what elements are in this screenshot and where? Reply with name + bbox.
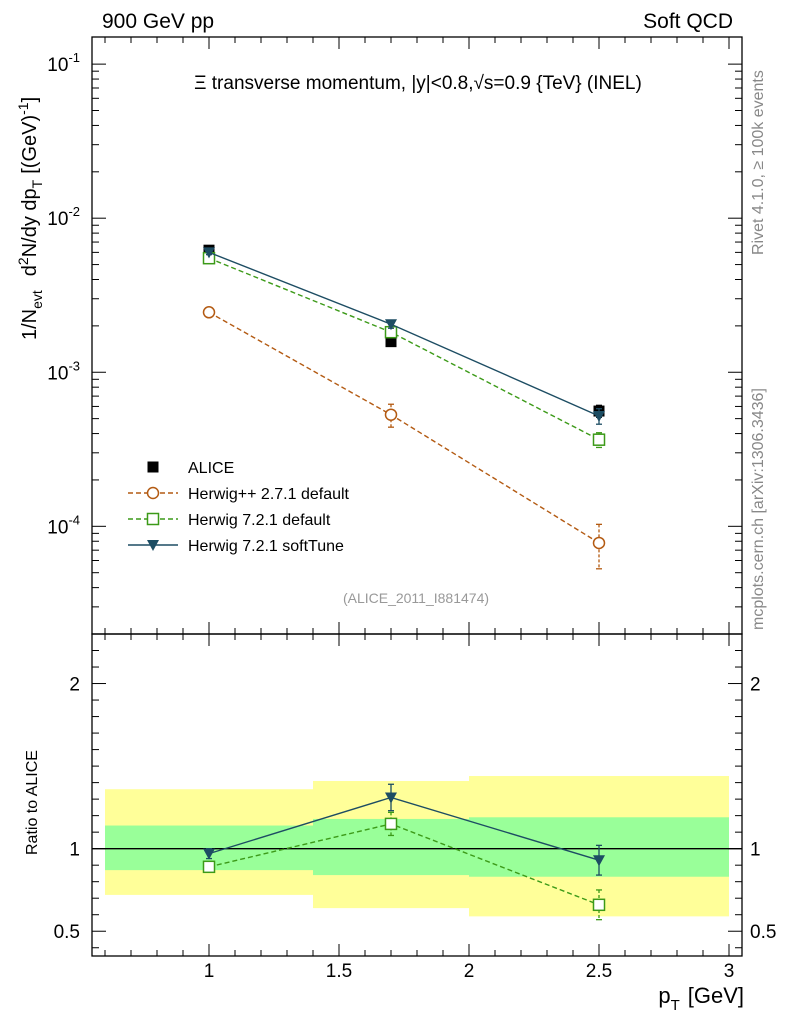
main-1-point <box>384 408 398 421</box>
ratio-1-point <box>385 792 397 804</box>
main-title: Ξ transverse momentum, |y|<0.8,√s=0.9 {T… <box>194 73 642 94</box>
y-tick-label: 10-4 <box>47 512 80 538</box>
header-left: 900 GeV pp <box>102 10 214 33</box>
main-3-point <box>203 247 215 259</box>
x-tick-label: 1.5 <box>326 961 352 982</box>
ratio-y-label: Ratio to ALICE <box>24 750 41 855</box>
main-0-point <box>385 336 397 348</box>
y-tick-label: 10-3 <box>47 358 80 384</box>
main-3-point <box>593 411 605 423</box>
legend-entry: ALICE <box>147 460 234 477</box>
ratio-1-series <box>203 783 605 876</box>
ratio-y-tick-label: 0.5 <box>54 922 80 943</box>
y-tick-label: 10-1 <box>47 50 80 76</box>
x-tick-label: 1 <box>204 961 215 982</box>
ratio-y-tick-label-right: 0.5 <box>750 922 776 943</box>
ratio-0-point <box>592 898 606 912</box>
main-1-series <box>202 306 606 570</box>
main-3-point <box>385 319 397 331</box>
legend-entry: Herwig++ 2.7.1 default <box>128 486 350 503</box>
ratio-0-point <box>202 860 216 874</box>
ratio-y-tick-label: 1 <box>69 840 80 861</box>
ratio-1-point <box>593 855 605 867</box>
ratio-0-point <box>384 817 398 831</box>
legend-marker <box>147 461 159 473</box>
main-panel: Ξ transverse momentum, |y|<0.8,√s=0.9 {T… <box>15 36 743 635</box>
rivet-label: Rivet 4.1.0, ≥ 100k events <box>750 70 767 255</box>
y-tick-label: 10-2 <box>47 204 80 230</box>
y-axis-label: 1/Nevtd2N/dy dpT[(GeV)-1] <box>15 97 45 340</box>
legend-marker <box>146 486 160 500</box>
ratio-y-tick-label: 2 <box>69 675 80 696</box>
legend-label: Herwig 7.2.1 default <box>188 512 331 529</box>
x-axis-label: pT [GeV] <box>658 983 744 1014</box>
ratio-1-point <box>203 848 215 860</box>
main-2-point <box>592 433 606 446</box>
ratio-y-tick-label-right: 1 <box>750 840 761 861</box>
analysis-tag: (ALICE_2011_I881474) <box>343 590 489 606</box>
main-1-point <box>202 306 216 319</box>
x-tick-label: 2.5 <box>586 961 612 982</box>
x-tick-label: 3 <box>724 961 735 982</box>
main-2-line <box>208 257 600 441</box>
main-1-point <box>592 536 606 550</box>
ratio-panel: Ratio to ALICE pT [GeV] 1 1.5 2 2.5 3 0.5 0.5 1 1… <box>24 37 776 1014</box>
main-1-line <box>208 311 600 544</box>
main-2-series <box>202 251 606 449</box>
ratio-y-tick-label-right: 2 <box>750 675 761 696</box>
legend-entry: Herwig 7.2.1 default <box>128 512 331 529</box>
legend-entry: Herwig 7.2.1 softTune <box>128 538 344 555</box>
mcplots-label: mcplots.cern.ch [arXiv:1306.3436] <box>750 388 767 630</box>
legend-marker <box>147 540 159 551</box>
main-3-line <box>208 251 600 417</box>
main-3-series <box>203 247 605 425</box>
ratio-0-series <box>202 811 606 921</box>
legend-label: Herwig 7.2.1 softTune <box>188 538 344 555</box>
x-tick-label: 2 <box>464 961 475 982</box>
legend-label: Herwig++ 2.7.1 default <box>188 486 350 503</box>
legend-label: ALICE <box>188 460 234 477</box>
header-right: Soft QCD <box>643 10 733 33</box>
legend-marker <box>146 512 160 526</box>
